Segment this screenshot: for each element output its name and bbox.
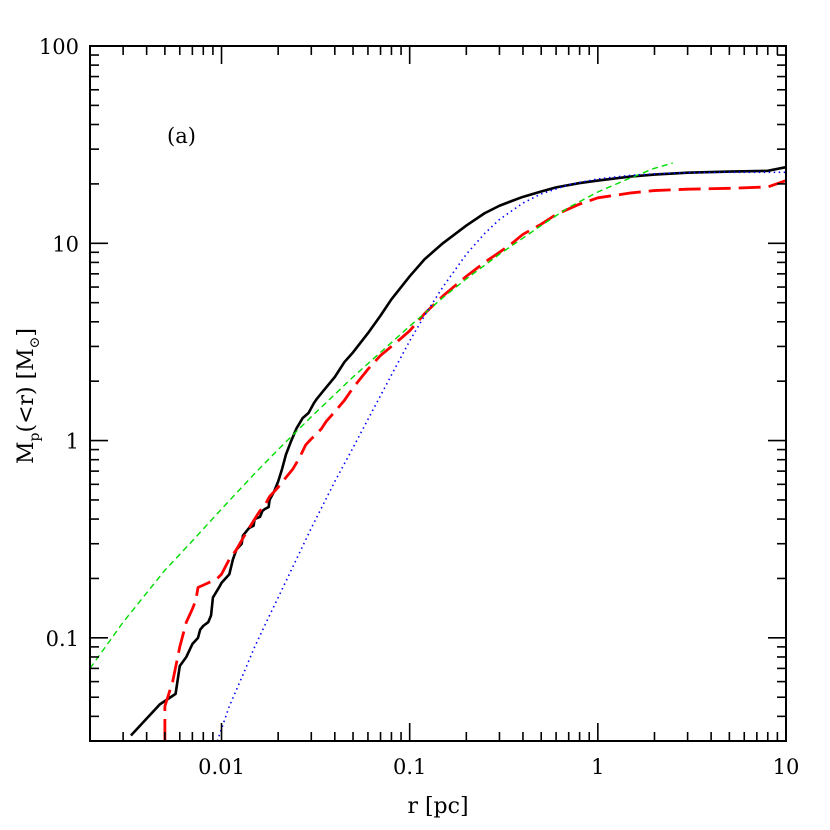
series-red-long-dash-line — [163, 179, 786, 741]
x-tick-labels: 0.01 0.1 1 10 — [198, 755, 799, 779]
panel-label: (a) — [167, 124, 196, 148]
plot-frame — [89, 45, 787, 742]
ticks-layer — [89, 45, 787, 742]
y-tick-label: 1 — [66, 430, 79, 454]
x-tick-label: 0.1 — [393, 755, 426, 779]
y-tick-labels: 0.1 1 10 100 — [39, 35, 79, 651]
y-tick-label: 10 — [52, 232, 79, 256]
x-axis-title: r [pc] — [407, 794, 468, 819]
series-layer — [90, 162, 786, 741]
series-blue-dotted-line — [216, 171, 786, 741]
y-tick-label: 100 — [39, 35, 79, 59]
x-tick-label: 10 — [773, 755, 800, 779]
series-green-short-dash-line — [90, 162, 673, 669]
x-tick-label: 0.01 — [198, 755, 245, 779]
y-axis-title: Mp(<r) [M⊙] — [14, 328, 43, 464]
series-black-solid-line — [129, 165, 786, 737]
y-tick-label: 0.1 — [46, 627, 79, 651]
x-tick-label: 1 — [591, 755, 604, 779]
